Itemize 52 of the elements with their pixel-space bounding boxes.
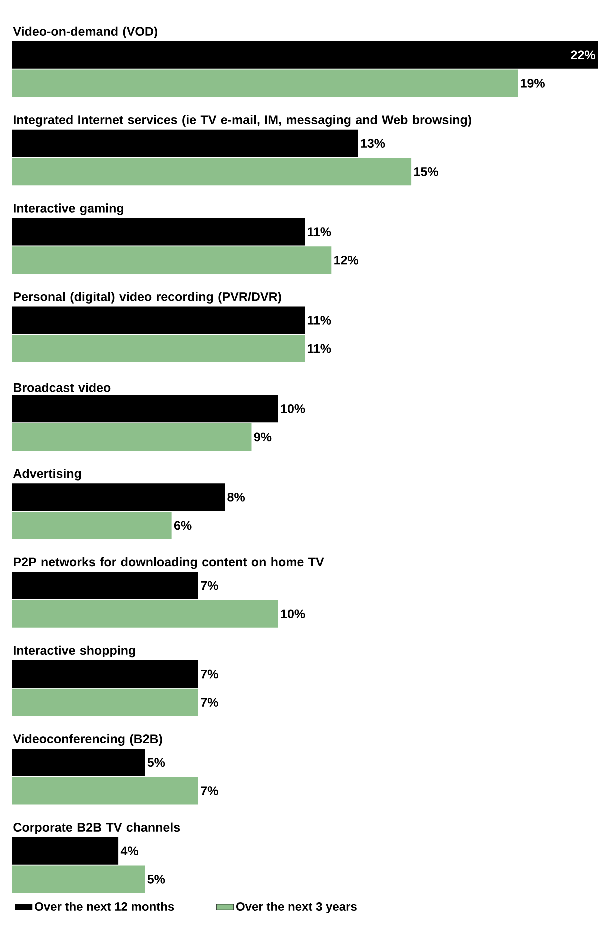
data-label: 7% <box>201 786 218 796</box>
bar <box>12 246 332 274</box>
bar <box>12 837 119 865</box>
data-label: 12% <box>334 256 359 265</box>
y-tick-label: Broadcast video <box>14 383 111 392</box>
y-tick-label: Integrated Internet services (ie TV e-mail, IM, messaging and Web browsing) <box>14 115 472 127</box>
data-label: 13% <box>361 139 386 148</box>
data-label: 10% <box>281 404 306 414</box>
y-tick-label: Video-on-demand (VOD) <box>13 26 158 39</box>
data-label: 8% <box>228 492 246 502</box>
bar <box>12 41 598 69</box>
bar <box>12 395 278 423</box>
bar <box>12 158 412 186</box>
data-label: 11% <box>308 228 332 236</box>
data-label: 11% <box>308 344 332 354</box>
bar <box>12 660 198 688</box>
y-tick-label: Interactive shopping <box>14 646 136 658</box>
data-label: 5% <box>148 758 166 768</box>
legend-label: Over the next 3 years <box>236 902 357 914</box>
bar <box>12 306 306 334</box>
y-tick-label: Advertising <box>14 468 82 481</box>
data-label: 10% <box>281 610 306 619</box>
y-tick-label: Videoconferencing (B2B) <box>13 734 162 746</box>
data-label: 15% <box>414 168 438 176</box>
bar <box>12 688 198 716</box>
bar <box>12 70 518 98</box>
bar <box>12 424 252 451</box>
bar <box>12 218 306 246</box>
bar <box>12 512 172 540</box>
data-label: 19% <box>521 79 545 88</box>
data-label: 4% <box>120 846 138 856</box>
bar <box>12 572 198 600</box>
data-label: 9% <box>254 432 272 442</box>
data-label: 22% <box>571 50 596 60</box>
bar <box>12 748 146 776</box>
y-tick-label: Personal (digital) video recording (PVR/DVR) <box>14 292 282 304</box>
data-label: 7% <box>201 581 218 590</box>
data-label: 5% <box>148 875 166 884</box>
bar <box>12 130 358 158</box>
y-tick-label: P2P networks for downloading content on home TV <box>14 557 324 570</box>
bar <box>12 335 306 363</box>
data-label: 7% <box>201 698 218 707</box>
y-tick-label: Interactive gaming <box>14 204 124 216</box>
bar <box>12 484 226 512</box>
y-tick-label: Corporate B2B TV channels <box>14 822 180 834</box>
data-label: 11% <box>308 316 332 325</box>
legend-label: Over the next 12 months <box>35 902 174 912</box>
bar <box>12 777 198 805</box>
data-label: 6% <box>174 521 192 530</box>
data-label: 7% <box>201 670 218 679</box>
bar <box>12 866 146 894</box>
bar <box>12 600 278 628</box>
